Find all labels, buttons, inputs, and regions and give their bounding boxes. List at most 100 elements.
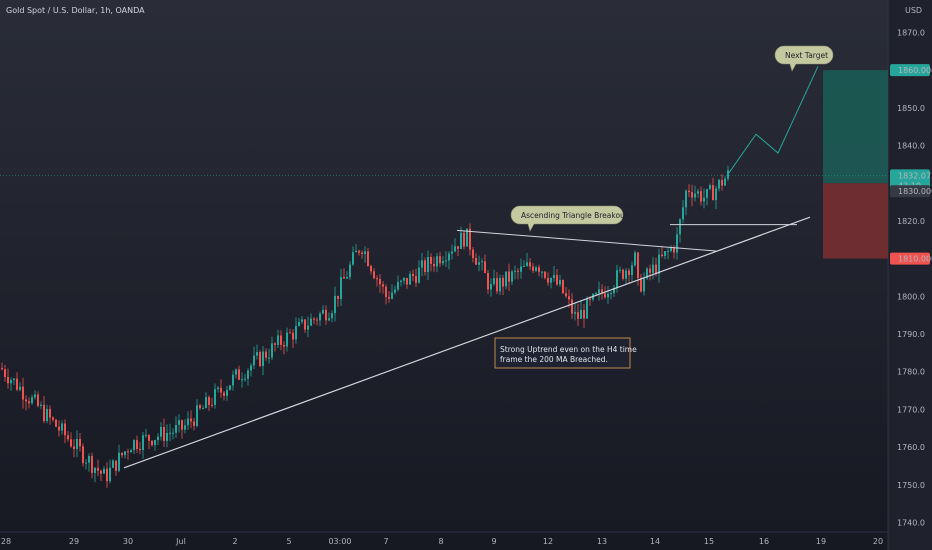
uptrend-note[interactable]: Strong Uptrend even on the H4 time frame… — [494, 337, 637, 369]
next-target-label: Next Target — [785, 51, 828, 60]
bull-candle — [607, 293, 609, 298]
bull-candle — [685, 190, 687, 208]
bear-candle — [382, 284, 384, 287]
bear-candle — [16, 378, 18, 390]
bull-candle — [541, 271, 543, 273]
bull-candle — [706, 189, 708, 198]
bear-candle — [463, 232, 465, 247]
bull-candle — [268, 357, 270, 359]
bull-candle — [535, 267, 537, 271]
time-tick-label: 30 — [123, 537, 133, 546]
bear-candle — [622, 269, 624, 279]
stop-zone[interactable] — [823, 183, 888, 259]
bull-candle — [559, 279, 561, 285]
bear-candle — [589, 298, 591, 300]
bull-candle — [31, 397, 33, 404]
projection-path[interactable] — [726, 66, 819, 176]
bear-candle — [502, 277, 504, 287]
bull-candle — [652, 264, 654, 273]
bull-candle — [613, 287, 615, 294]
bear-candle — [538, 267, 540, 272]
bear-candle — [181, 420, 183, 430]
triangle-breakout-callout[interactable]: Ascending Triangle Breakout — [510, 205, 628, 232]
uptrend-note-line2: frame the 200 MA Breached. — [500, 355, 608, 364]
bull-candle — [631, 265, 633, 275]
bull-candle — [619, 269, 621, 271]
bear-candle — [361, 252, 363, 254]
bull-candle — [46, 409, 48, 422]
price-axis-background[interactable] — [888, 0, 932, 550]
bull-candle — [112, 460, 114, 468]
bear-candle — [289, 332, 291, 334]
bull-candle — [253, 355, 255, 366]
bull-candle — [319, 313, 321, 321]
bull-candle — [334, 295, 336, 314]
bull-candle — [403, 277, 405, 281]
bear-candle — [430, 256, 432, 264]
bear-candle — [343, 276, 345, 279]
bull-candle — [307, 325, 309, 330]
bull-candle — [145, 434, 147, 436]
bear-candle — [58, 426, 60, 431]
ascending-support-line[interactable] — [123, 216, 811, 469]
time-tick-label: 13 — [597, 537, 607, 546]
target-zone[interactable] — [823, 70, 888, 184]
bull-candle — [400, 280, 402, 282]
triangle-top-line[interactable] — [456, 229, 717, 252]
triangle-breakout-label: Ascending Triangle Breakout — [521, 211, 628, 220]
bull-candle — [682, 207, 684, 220]
current-price-text: 1832.075 — [898, 171, 932, 180]
bull-candle — [709, 185, 711, 190]
bull-candle — [331, 313, 333, 319]
price-tick-label: 1790.0 — [897, 330, 925, 339]
stop-price-badge — [890, 252, 930, 265]
bull-candle — [523, 265, 525, 267]
bull-candle — [676, 234, 678, 253]
bull-candle — [214, 389, 216, 405]
bear-candle — [79, 438, 81, 447]
bull-candle — [340, 276, 342, 299]
bull-candle — [505, 271, 507, 287]
bear-candle — [508, 271, 510, 282]
bull-candle — [478, 262, 480, 265]
triangle-breakout-bubble — [510, 205, 624, 232]
price-tick-label: 1850.0 — [897, 104, 925, 113]
bull-candle — [133, 440, 135, 451]
bear-candle — [211, 404, 213, 406]
time-tick-label: 29 — [69, 537, 79, 546]
bear-candle — [412, 273, 414, 276]
bull-candle — [40, 404, 42, 406]
bear-candle — [517, 270, 519, 272]
uptrend-note-box — [494, 337, 631, 369]
bull-candle — [460, 232, 462, 249]
time-tick-label: 9 — [491, 537, 496, 546]
bull-candle — [409, 273, 411, 285]
bear-candle — [547, 277, 549, 283]
bull-candle — [664, 251, 666, 257]
bull-candle — [520, 266, 522, 272]
time-tick-label: 14 — [650, 537, 660, 546]
bull-candle — [235, 369, 237, 375]
bear-candle — [601, 289, 603, 294]
bull-candle — [586, 298, 588, 319]
bear-candle — [337, 295, 339, 299]
bull-candle — [178, 420, 180, 425]
bull-candle — [442, 261, 444, 264]
next-target-callout[interactable]: Next Target — [774, 45, 834, 72]
bull-candle — [61, 423, 63, 431]
bear-candle — [91, 455, 93, 473]
time-tick-label: 16 — [759, 537, 769, 546]
bull-candle — [19, 386, 21, 390]
bull-candle — [154, 440, 156, 446]
bear-candle — [55, 419, 57, 427]
bull-candle — [247, 370, 249, 379]
bull-candle — [142, 435, 144, 450]
bull-candle — [76, 438, 78, 450]
bear-candle — [49, 409, 51, 418]
bull-candle — [553, 274, 555, 279]
bull-candle — [298, 321, 300, 326]
bear-candle — [64, 423, 66, 436]
entry-price-text: 1830.000 — [898, 187, 932, 196]
bull-candle — [241, 379, 243, 381]
